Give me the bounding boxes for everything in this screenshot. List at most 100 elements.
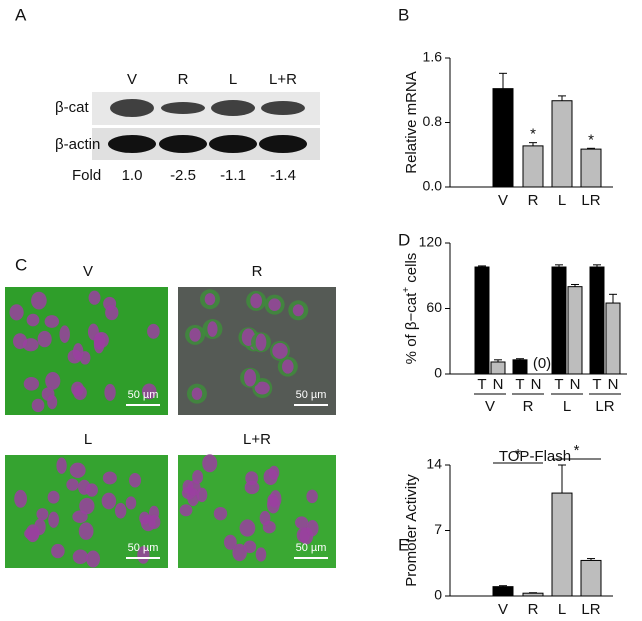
panel-label: C xyxy=(15,255,27,274)
nucleus xyxy=(12,333,28,350)
bar xyxy=(580,559,602,597)
nucleus xyxy=(105,305,119,321)
nucleus xyxy=(295,516,309,529)
nucleus xyxy=(36,508,49,521)
x-tick-label: LR xyxy=(581,192,600,209)
x-tick-label: R xyxy=(528,192,539,209)
y-axis-label: Promoter Activity xyxy=(403,474,420,587)
nucleus xyxy=(306,489,318,504)
nucleus xyxy=(78,522,94,540)
group-label: R xyxy=(523,398,534,415)
y-tick-label: 60 xyxy=(426,299,442,315)
series-label: N xyxy=(608,376,619,393)
nucleus xyxy=(101,492,117,510)
nucleus xyxy=(47,395,58,410)
y-axis-label-part: cells xyxy=(403,253,420,287)
nucleus xyxy=(14,489,28,508)
nucleus xyxy=(137,546,150,564)
nucleus xyxy=(79,497,95,515)
nucleus xyxy=(23,377,40,391)
bar xyxy=(589,266,605,375)
nucleus xyxy=(125,496,137,510)
bar xyxy=(492,586,514,597)
band xyxy=(159,135,207,153)
column-label: V xyxy=(127,71,137,88)
column-label: R xyxy=(178,71,189,88)
y-tick-label: 0 xyxy=(434,365,442,381)
nucleus xyxy=(204,293,216,306)
series-label: N xyxy=(531,376,542,393)
nucleus xyxy=(73,385,87,401)
y-axis-label-part: % of β−cat xyxy=(403,292,420,364)
y-tick-label: 1.6 xyxy=(423,49,443,65)
nucleus xyxy=(26,313,40,327)
nucleus xyxy=(254,381,270,395)
y-axis-label: % of β−cat+ cells xyxy=(401,253,420,365)
bar xyxy=(580,148,602,188)
chart-title: TOP-Flash xyxy=(499,448,571,465)
nucleus xyxy=(196,487,208,503)
scale-bar-label: 50 µm xyxy=(296,542,327,554)
nucleus xyxy=(37,330,52,348)
nucleus xyxy=(306,519,319,537)
group-label: L xyxy=(563,398,571,415)
band xyxy=(209,135,257,153)
row-label: β-cat xyxy=(55,99,89,116)
nucleus xyxy=(282,359,294,374)
nucleus xyxy=(25,524,40,543)
row-label: β-actin xyxy=(55,136,100,153)
band xyxy=(259,135,307,153)
y-tick-label: 0 xyxy=(434,587,442,603)
x-tick-label: L xyxy=(558,601,566,618)
nucleus xyxy=(268,298,281,311)
y-tick-label: 14 xyxy=(426,456,442,472)
bar xyxy=(492,88,514,188)
panel-label: E xyxy=(398,535,409,554)
significance-marker: * xyxy=(588,131,594,148)
nucleus xyxy=(255,547,267,562)
value-label: (0) xyxy=(533,355,551,372)
bar xyxy=(551,266,567,375)
nucleus xyxy=(93,335,105,354)
nucleus xyxy=(272,342,288,359)
nucleus xyxy=(244,368,257,387)
x-tick-label: L xyxy=(558,192,566,209)
x-tick-label: LR xyxy=(581,601,600,618)
series-label: T xyxy=(554,376,563,393)
series-label: N xyxy=(570,376,581,393)
nucleus xyxy=(114,502,127,519)
nucleus xyxy=(147,323,160,339)
panel-label: A xyxy=(15,5,27,24)
nucleus xyxy=(142,383,157,400)
nucleus xyxy=(44,315,60,328)
nucleus xyxy=(213,506,228,521)
bar xyxy=(551,492,573,597)
nucleus xyxy=(31,398,45,413)
image-title: L+R xyxy=(243,431,271,448)
band xyxy=(261,101,305,115)
scale-bar-label: 50 µm xyxy=(128,389,159,401)
image-title: L xyxy=(84,431,92,448)
band xyxy=(108,135,156,153)
nucleus xyxy=(189,327,201,342)
panel-label: B xyxy=(398,5,409,24)
nucleus xyxy=(243,540,257,554)
nucleus xyxy=(262,520,276,534)
bar xyxy=(551,100,573,188)
image-title: V xyxy=(83,263,93,280)
micrograph xyxy=(178,455,336,568)
nucleus xyxy=(51,543,65,559)
y-axis-label-part: + xyxy=(401,287,412,293)
group-label: V xyxy=(485,398,495,415)
panel-label: D xyxy=(398,230,410,249)
y-tick-label: 120 xyxy=(419,234,443,250)
nucleus xyxy=(47,490,60,504)
nucleus xyxy=(244,480,260,495)
nucleus xyxy=(88,290,101,305)
nucleus xyxy=(250,293,262,309)
fold-value: -2.5 xyxy=(170,167,196,184)
group-label: LR xyxy=(595,398,614,415)
nucleus xyxy=(129,473,142,488)
scale-bar-label: 50 µm xyxy=(296,389,327,401)
